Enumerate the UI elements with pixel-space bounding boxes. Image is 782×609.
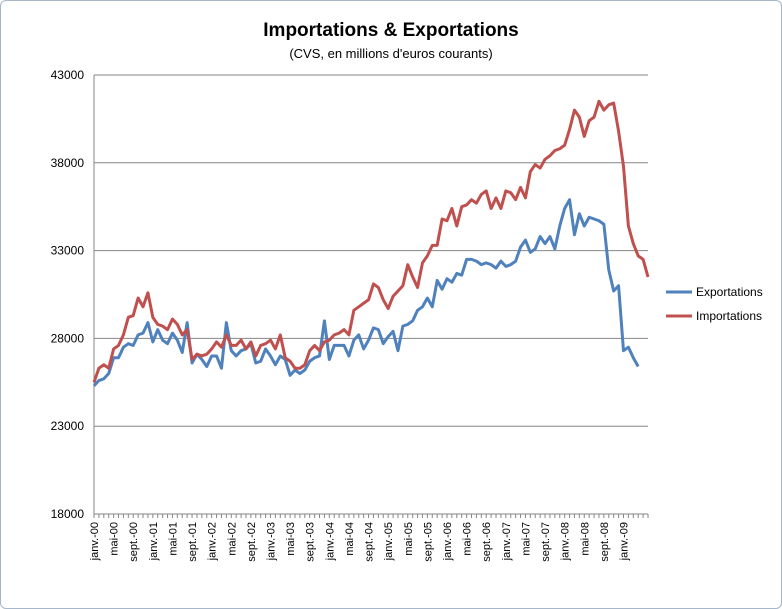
x-tick-label: mai-06 (462, 522, 474, 556)
x-tick-label: mai-02 (226, 522, 238, 556)
x-tick-label: janv.-06 (442, 522, 454, 561)
x-tick-label: janv.-05 (383, 522, 395, 561)
x-tick-label: sept.-00 (128, 522, 140, 562)
legend: Exportations Importations (666, 285, 763, 323)
x-tick-label: mai-01 (167, 522, 179, 556)
x-tick-label: sept.-01 (187, 522, 199, 562)
x-tick-label: sept.-03 (305, 522, 317, 562)
chart-subtitle: (CVS, en millions d'euros courants) (289, 46, 493, 61)
x-tick-label: mai-04 (344, 522, 356, 556)
x-tick-label: mai-07 (520, 522, 532, 556)
y-tick-label: 23000 (51, 419, 85, 433)
x-tick-label: janv.-02 (207, 522, 219, 561)
x-tick-label: mai-00 (109, 522, 121, 556)
x-tick-label: sept.-07 (540, 522, 552, 562)
legend-label-importations: Importations (696, 309, 762, 323)
x-tick-label: sept.-05 (422, 522, 434, 562)
x-tick-label: janv.-04 (324, 522, 336, 561)
x-tick-label: sept.-08 (599, 522, 611, 562)
x-tick-label: mai-03 (285, 522, 297, 556)
y-tick-label: 38000 (51, 156, 85, 170)
x-tick-label: janv.-09 (618, 522, 630, 561)
x-tick-label: janv.-08 (560, 522, 572, 561)
y-tick-label: 18000 (51, 507, 85, 521)
x-tick-label: janv.-01 (148, 522, 160, 561)
chart-title: Importations & Exportations (263, 20, 519, 41)
x-tick-label: janv.-07 (501, 522, 513, 561)
series-layer (92, 99, 650, 387)
x-tick-label: mai-08 (579, 522, 591, 556)
x-tick-label: sept.-04 (364, 522, 376, 562)
x-tick-label: mai-05 (403, 522, 415, 556)
series-line-exportations (92, 198, 640, 387)
y-tick-label: 28000 (51, 331, 85, 345)
axis-layer: 18000 23000 28000 33000 38000 43000 janv.-00 ma… (51, 68, 649, 562)
y-tick-label: 43000 (51, 68, 85, 82)
y-tick-label: 33000 (51, 244, 85, 258)
series-line-importations (92, 99, 650, 383)
x-tick-label: janv.-03 (265, 522, 277, 561)
x-tick-label: sept.-06 (481, 522, 493, 562)
x-tick-label: sept.-02 (246, 522, 258, 562)
x-tick-label: janv.-00 (89, 522, 101, 561)
legend-label-exportations: Exportations (696, 285, 763, 299)
